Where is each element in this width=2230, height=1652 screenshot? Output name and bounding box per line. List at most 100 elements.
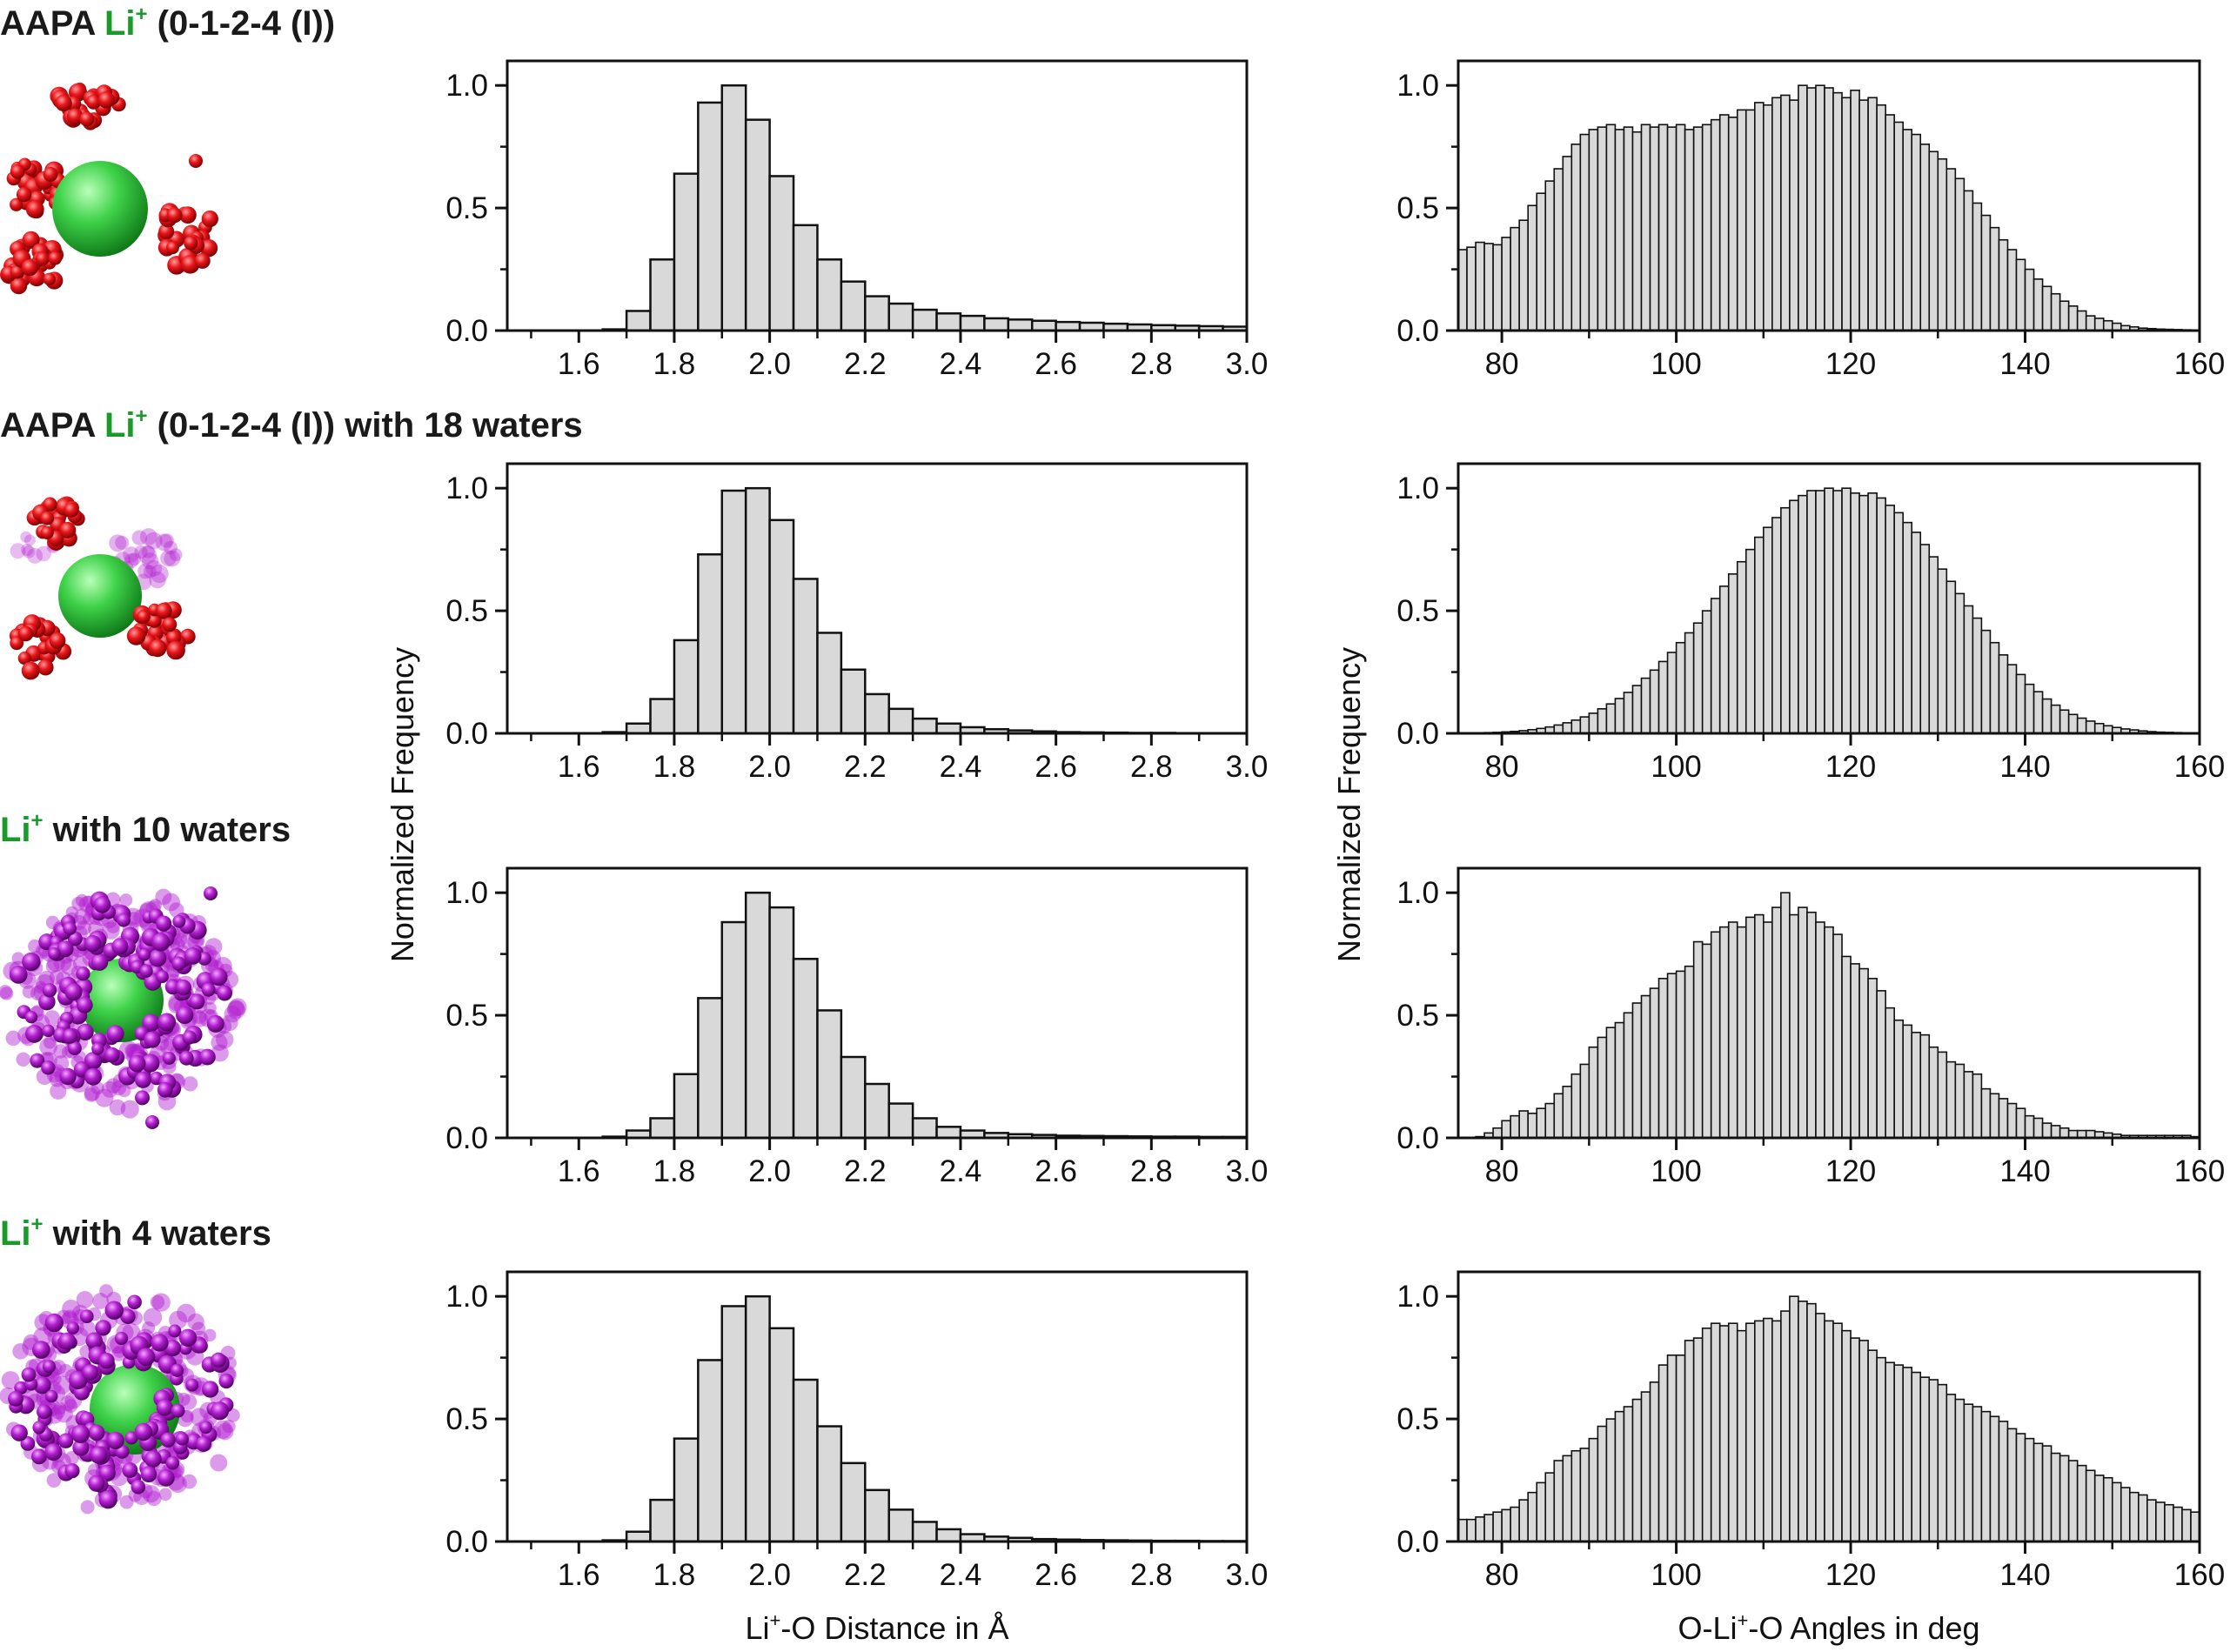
bar bbox=[1597, 1036, 1608, 1139]
bar bbox=[1466, 246, 1477, 331]
bar bbox=[1492, 1511, 1503, 1542]
bar bbox=[1945, 1060, 1957, 1139]
bar bbox=[1718, 585, 1730, 734]
cluster-water4-graphic bbox=[0, 1284, 240, 1515]
bar bbox=[1798, 1301, 1808, 1542]
bar bbox=[1972, 202, 1983, 331]
bar bbox=[1937, 157, 1948, 331]
bar bbox=[1744, 109, 1756, 331]
cluster-aapa-graphic bbox=[0, 82, 218, 295]
plot-frame bbox=[506, 1270, 1249, 1543]
x-tick-label: 120 bbox=[1825, 1154, 1876, 1188]
bar bbox=[840, 1461, 867, 1543]
bar bbox=[1780, 1310, 1791, 1542]
bar bbox=[1798, 906, 1808, 1139]
bar bbox=[816, 632, 843, 735]
bar bbox=[2059, 1127, 2070, 1139]
bar bbox=[1562, 1086, 1573, 1139]
x-tick-label: 2.2 bbox=[844, 1558, 887, 1592]
x-tick-label: 140 bbox=[1999, 750, 2050, 784]
bar bbox=[959, 314, 986, 332]
bar bbox=[1675, 970, 1686, 1139]
bar bbox=[1945, 580, 1957, 734]
row-title-charge: + bbox=[136, 3, 148, 26]
bar bbox=[840, 1055, 867, 1140]
bar bbox=[2155, 1502, 2166, 1542]
bar bbox=[1623, 126, 1634, 331]
x-tick-label: 3.0 bbox=[1226, 1154, 1269, 1188]
x-tick-label: 2.6 bbox=[1035, 750, 1077, 784]
y-tick-label: 1.0 bbox=[445, 876, 488, 910]
bar bbox=[1483, 243, 1494, 331]
x-tick-label: 2.2 bbox=[844, 347, 887, 381]
bar bbox=[1518, 1110, 1529, 1139]
bar bbox=[1832, 1322, 1843, 1542]
bar bbox=[792, 224, 819, 332]
bar bbox=[1919, 1376, 1931, 1542]
bar bbox=[1972, 1406, 1983, 1542]
bar bbox=[1824, 487, 1834, 734]
bar bbox=[1536, 1481, 1547, 1542]
bar bbox=[1858, 1340, 1869, 1542]
bar bbox=[625, 310, 652, 332]
bar bbox=[1675, 1354, 1686, 1542]
bar bbox=[887, 1102, 914, 1140]
bar bbox=[1649, 1381, 1660, 1542]
bar bbox=[1850, 963, 1860, 1139]
bar bbox=[1876, 104, 1886, 331]
bar bbox=[673, 639, 700, 735]
bar bbox=[1579, 1448, 1590, 1542]
bar bbox=[2050, 1452, 2061, 1542]
bar bbox=[1466, 1518, 1477, 1542]
bar bbox=[1588, 129, 1599, 331]
x-tick-label: 1.8 bbox=[653, 1154, 696, 1188]
bar bbox=[697, 997, 724, 1140]
bar bbox=[1605, 703, 1617, 734]
bar bbox=[983, 317, 1010, 332]
plot-frame bbox=[1457, 1270, 2201, 1543]
bar bbox=[1727, 117, 1738, 331]
bar bbox=[1570, 1073, 1582, 1139]
bar bbox=[1657, 978, 1669, 1139]
row-title: Li+ with 4 waters bbox=[0, 1213, 271, 1253]
bar bbox=[1989, 226, 2000, 331]
bar bbox=[2024, 683, 2035, 734]
bar bbox=[1824, 1320, 1834, 1542]
bar bbox=[1763, 526, 1773, 734]
bar bbox=[2041, 1445, 2053, 1542]
y-tick-label: 1.0 bbox=[445, 472, 488, 505]
bar bbox=[2093, 318, 2105, 331]
x-tick-label: 100 bbox=[1651, 750, 1701, 784]
bar bbox=[935, 312, 962, 332]
bar bbox=[1701, 943, 1712, 1139]
x-axis-label: O-Li+-O Angles in deg bbox=[1678, 1609, 1979, 1646]
bar bbox=[1902, 521, 1913, 734]
bar bbox=[1030, 319, 1057, 332]
plot-frame bbox=[506, 462, 1249, 735]
bar bbox=[1614, 1021, 1625, 1139]
bar bbox=[2032, 691, 2044, 734]
bar bbox=[1684, 965, 1695, 1139]
bar bbox=[1789, 99, 1799, 331]
x-tick-label: 120 bbox=[1825, 347, 1876, 381]
row-title: AAPA Li+ (0-1-2-4 (I)) bbox=[0, 3, 335, 43]
bar bbox=[1501, 237, 1511, 331]
bar bbox=[1744, 548, 1756, 734]
bar bbox=[2190, 1511, 2200, 1542]
bar bbox=[2120, 1487, 2131, 1542]
bar bbox=[1928, 556, 1939, 734]
bar bbox=[1893, 512, 1904, 734]
bar bbox=[1666, 126, 1678, 331]
bar bbox=[1640, 1391, 1651, 1542]
bar bbox=[1562, 722, 1573, 734]
bar bbox=[1789, 499, 1799, 734]
bar bbox=[697, 1359, 724, 1543]
bar bbox=[1597, 1425, 1608, 1542]
bar bbox=[935, 1126, 962, 1140]
row-title-charge: + bbox=[136, 405, 148, 428]
bar bbox=[1980, 629, 1992, 734]
bar bbox=[1475, 1516, 1485, 1542]
bar bbox=[1780, 94, 1791, 331]
bar bbox=[1902, 1024, 1913, 1139]
x-tick-label: 140 bbox=[1999, 347, 2050, 381]
